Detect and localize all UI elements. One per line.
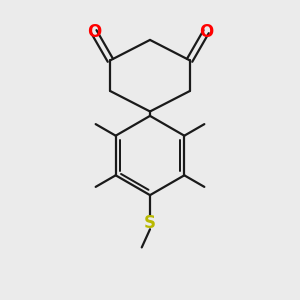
- Text: O: O: [87, 23, 101, 41]
- Text: O: O: [199, 23, 213, 41]
- Text: S: S: [144, 214, 156, 232]
